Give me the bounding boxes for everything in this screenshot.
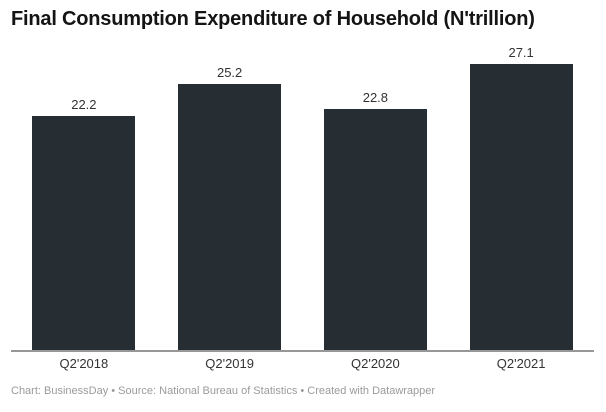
x-axis-label: Q2'2018 — [59, 356, 109, 371]
bar-value-label: 27.1 — [508, 45, 534, 60]
x-axis-label: Q2'2019 — [205, 356, 254, 371]
x-axis-label: Q2'2020 — [351, 356, 400, 371]
x-axis-labels: Q2'2018 Q2'2019 Q2'2020 Q2'2021 — [11, 356, 594, 371]
chart-footer: Chart: BusinessDay • Source: National Bu… — [11, 385, 436, 397]
bar-slot: 22.8 — [303, 44, 449, 350]
bar[interactable] — [469, 64, 573, 350]
bar-value-label: 25.2 — [216, 65, 243, 80]
bar-slot: 27.1 — [448, 44, 594, 350]
bar[interactable] — [323, 109, 427, 350]
bar[interactable] — [178, 84, 282, 350]
bars-row: 22.2 25.2 22.8 27.1 — [11, 44, 594, 350]
x-axis-line — [11, 350, 594, 352]
plot-area: 22.2 25.2 22.8 27.1 Q2'2018 Q2'2019 Q2'2020 Q2… — [11, 44, 594, 371]
bar-slot: 22.2 — [11, 44, 157, 350]
bar-slot: 25.2 — [157, 44, 303, 350]
x-axis-label: Q2'2021 — [496, 356, 546, 371]
chart-title: Final Consumption Expenditure of Househo… — [11, 8, 535, 30]
bar-value-label: 22.2 — [71, 97, 97, 112]
bar[interactable] — [32, 116, 136, 350]
bar-value-label: 22.8 — [362, 90, 389, 105]
